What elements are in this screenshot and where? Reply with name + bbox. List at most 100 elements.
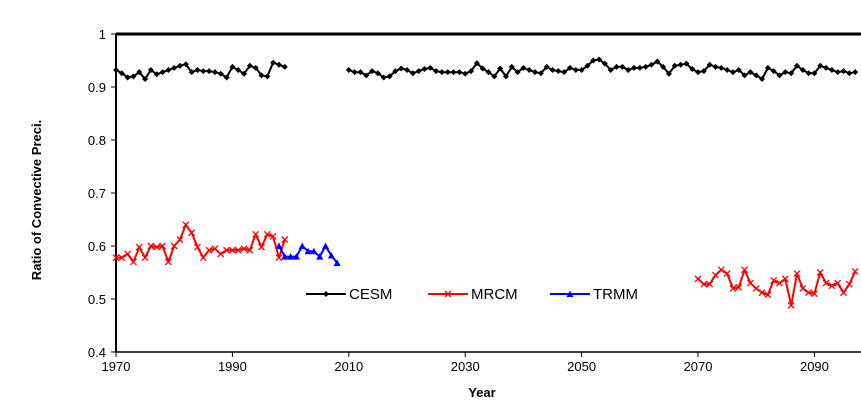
x-tick-label: 2050 xyxy=(567,359,596,374)
data-point-cesm xyxy=(817,62,824,69)
data-point-cesm xyxy=(229,63,236,70)
data-point-cesm xyxy=(177,62,184,69)
legend-item-mrcm: MRCM xyxy=(428,286,518,303)
data-point-cesm xyxy=(712,63,719,70)
data-point-cesm xyxy=(741,72,748,79)
data-point-cesm xyxy=(526,67,533,74)
data-point-cesm xyxy=(182,61,189,68)
y-tick-label: 0.4 xyxy=(88,345,106,360)
data-point-cesm xyxy=(473,60,480,67)
data-point-mrcm xyxy=(269,233,277,240)
data-point-cesm xyxy=(590,57,597,64)
legend-item-cesm: CESM xyxy=(306,286,392,303)
data-point-cesm xyxy=(584,62,591,69)
data-point-mrcm xyxy=(118,254,126,262)
data-point-cesm xyxy=(427,64,434,71)
data-point-cesm xyxy=(724,67,731,74)
data-point-cesm xyxy=(776,72,783,79)
data-point-mrcm xyxy=(717,266,725,274)
data-point-cesm xyxy=(241,70,248,77)
data-point-mrcm xyxy=(723,270,731,278)
data-point-mrcm xyxy=(211,245,219,253)
data-point-mrcm xyxy=(770,276,778,284)
data-point-mrcm xyxy=(199,254,207,262)
data-point-mrcm xyxy=(234,246,242,254)
data-point-cesm xyxy=(206,68,213,75)
x-tick-label: 2010 xyxy=(334,359,363,374)
data-point-cesm xyxy=(764,64,771,71)
data-point-cesm xyxy=(683,60,690,67)
series-line-cesm xyxy=(348,58,856,80)
y-tick-label: 1 xyxy=(99,27,106,42)
data-point-cesm xyxy=(275,61,282,68)
data-point-cesm xyxy=(700,68,707,75)
data-point-cesm xyxy=(421,65,428,72)
data-point-cesm xyxy=(485,69,492,76)
data-point-cesm xyxy=(665,70,672,77)
data-point-mrcm xyxy=(828,282,836,290)
data-point-cesm xyxy=(549,67,556,74)
data-point-mrcm xyxy=(706,280,714,288)
data-point-cesm xyxy=(217,70,224,77)
data-point-cesm xyxy=(566,64,573,71)
data-point-cesm xyxy=(130,73,137,80)
data-point-cesm xyxy=(508,63,515,70)
legend-item-trmm: TRMM xyxy=(550,286,638,303)
y-tick-label: 0.9 xyxy=(88,80,106,95)
data-point-cesm xyxy=(625,67,632,74)
x-tick-label: 1990 xyxy=(218,359,247,374)
data-point-trmm xyxy=(333,259,341,266)
data-point-cesm xyxy=(502,73,509,80)
data-point-mrcm xyxy=(124,250,132,258)
data-point-mrcm xyxy=(159,242,167,250)
data-point-cesm xyxy=(770,68,777,75)
data-point-cesm xyxy=(409,70,416,77)
data-point-trmm xyxy=(298,242,306,249)
series-cesm xyxy=(113,56,859,83)
data-point-cesm xyxy=(753,72,760,79)
data-point-cesm xyxy=(258,72,265,79)
data-point-mrcm xyxy=(246,246,254,254)
data-point-cesm xyxy=(113,67,119,74)
data-point-mrcm xyxy=(223,246,231,254)
data-point-mrcm xyxy=(252,230,260,238)
data-point-cesm xyxy=(380,74,387,81)
data-point-cesm xyxy=(537,70,544,77)
data-point-cesm xyxy=(369,68,376,75)
data-point-cesm xyxy=(246,62,253,69)
data-point-cesm xyxy=(636,64,643,71)
data-point-cesm xyxy=(462,70,469,77)
data-point-mrcm xyxy=(840,289,847,297)
data-point-cesm xyxy=(729,69,736,76)
data-point-mrcm xyxy=(194,243,201,251)
legend-label-mrcm: MRCM xyxy=(471,286,518,303)
data-point-cesm xyxy=(660,63,667,70)
data-point-cesm xyxy=(147,67,154,74)
data-point-cesm xyxy=(200,68,207,75)
data-point-cesm xyxy=(345,67,352,74)
data-point-cesm xyxy=(578,67,585,74)
data-point-cesm xyxy=(404,67,411,74)
data-point-cesm xyxy=(671,62,678,69)
data-point-cesm xyxy=(142,76,149,83)
legend: CESM MRCM TRMM xyxy=(306,286,638,303)
data-point-cesm xyxy=(153,71,160,78)
data-point-mrcm xyxy=(822,279,830,287)
data-point-cesm xyxy=(159,69,166,76)
data-point-cesm xyxy=(386,73,393,80)
y-tick-label: 0.7 xyxy=(88,186,106,201)
data-point-cesm xyxy=(223,74,230,81)
data-point-mrcm xyxy=(712,271,719,279)
data-point-cesm xyxy=(211,69,218,76)
data-point-cesm xyxy=(479,65,486,72)
data-point-mrcm xyxy=(240,245,248,253)
data-point-mrcm xyxy=(263,230,271,238)
data-point-mrcm xyxy=(752,284,760,292)
data-point-trmm xyxy=(304,247,312,255)
legend-marker-mrcm xyxy=(444,290,452,298)
data-point-cesm xyxy=(497,65,504,72)
data-point-cesm xyxy=(165,67,172,74)
data-point-cesm xyxy=(747,69,754,76)
legend-label-cesm: CESM xyxy=(349,286,392,303)
